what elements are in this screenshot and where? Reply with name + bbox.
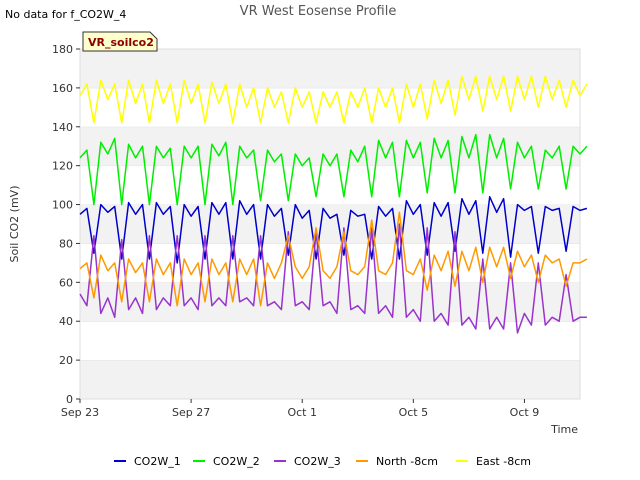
y-axis: 0 20 40 60 80 100 120 140 160 180 [52, 43, 80, 406]
grid-band [80, 360, 580, 399]
grid-band [80, 321, 580, 361]
x-tick-label: Sep 23 [61, 406, 99, 419]
grid-band [80, 49, 580, 88]
series-line-east-8cm [79, 75, 588, 124]
badge-label: VR_soilco2 [88, 36, 154, 49]
series-line-co2w-3 [79, 223, 587, 334]
legend-label: North -8cm [376, 455, 438, 468]
legend-label: CO2W_1 [134, 455, 181, 468]
y-tick-label: 140 [52, 121, 73, 134]
legend-item: CO2W_2 [193, 455, 260, 468]
y-tick-label: 120 [52, 160, 73, 173]
x-tick-label: Oct 5 [399, 406, 429, 419]
grid-band [80, 243, 580, 283]
y-tick-label: 100 [52, 199, 73, 212]
grid-band [80, 165, 580, 205]
no-data-message: No data for f_CO2W_4 [5, 8, 126, 21]
legend-item: CO2W_1 [114, 455, 181, 468]
plot-frame [79, 48, 581, 400]
y-tick-label: 180 [52, 43, 73, 56]
chart-title: VR West Eosense Profile [240, 4, 397, 19]
y-tick-label: 80 [59, 237, 73, 250]
x-axis: Sep 23 Sep 27 Oct 1 Oct 5 Oct 9 [61, 399, 539, 419]
series-line-co2w-1 [79, 196, 588, 264]
x-axis-label: Time [550, 423, 578, 436]
legend-label: East -8cm [476, 455, 531, 468]
badge-shape [82, 31, 158, 52]
x-tick-label: Oct 9 [510, 406, 540, 419]
y-axis-label: Soil CO2 (mV) [8, 186, 21, 263]
y-tick-label: 20 [59, 354, 73, 367]
series-lines [79, 75, 588, 334]
y-tick-label: 160 [52, 82, 73, 95]
y-tick-label: 40 [59, 315, 73, 328]
x-tick-label: Oct 1 [287, 406, 317, 419]
legend-label: CO2W_3 [294, 455, 341, 468]
grid-band [80, 126, 580, 166]
legend-item: North -8cm [356, 455, 438, 468]
y-tick-label: 0 [66, 393, 73, 406]
grid-bands [80, 48, 580, 399]
legend-label: CO2W_2 [213, 455, 260, 468]
series-line-co2w-2 [79, 133, 588, 206]
legend-item: East -8cm [456, 455, 531, 468]
source-badge: VR_soilco2 [82, 31, 158, 52]
legend: CO2W_1 CO2W_2 CO2W_3 North -8cm East -8cm [114, 455, 531, 468]
series-line-north-8cm [79, 211, 588, 307]
y-tick-label: 60 [59, 276, 73, 289]
legend-item: CO2W_3 [274, 455, 341, 468]
x-tick-label: Sep 27 [172, 406, 210, 419]
